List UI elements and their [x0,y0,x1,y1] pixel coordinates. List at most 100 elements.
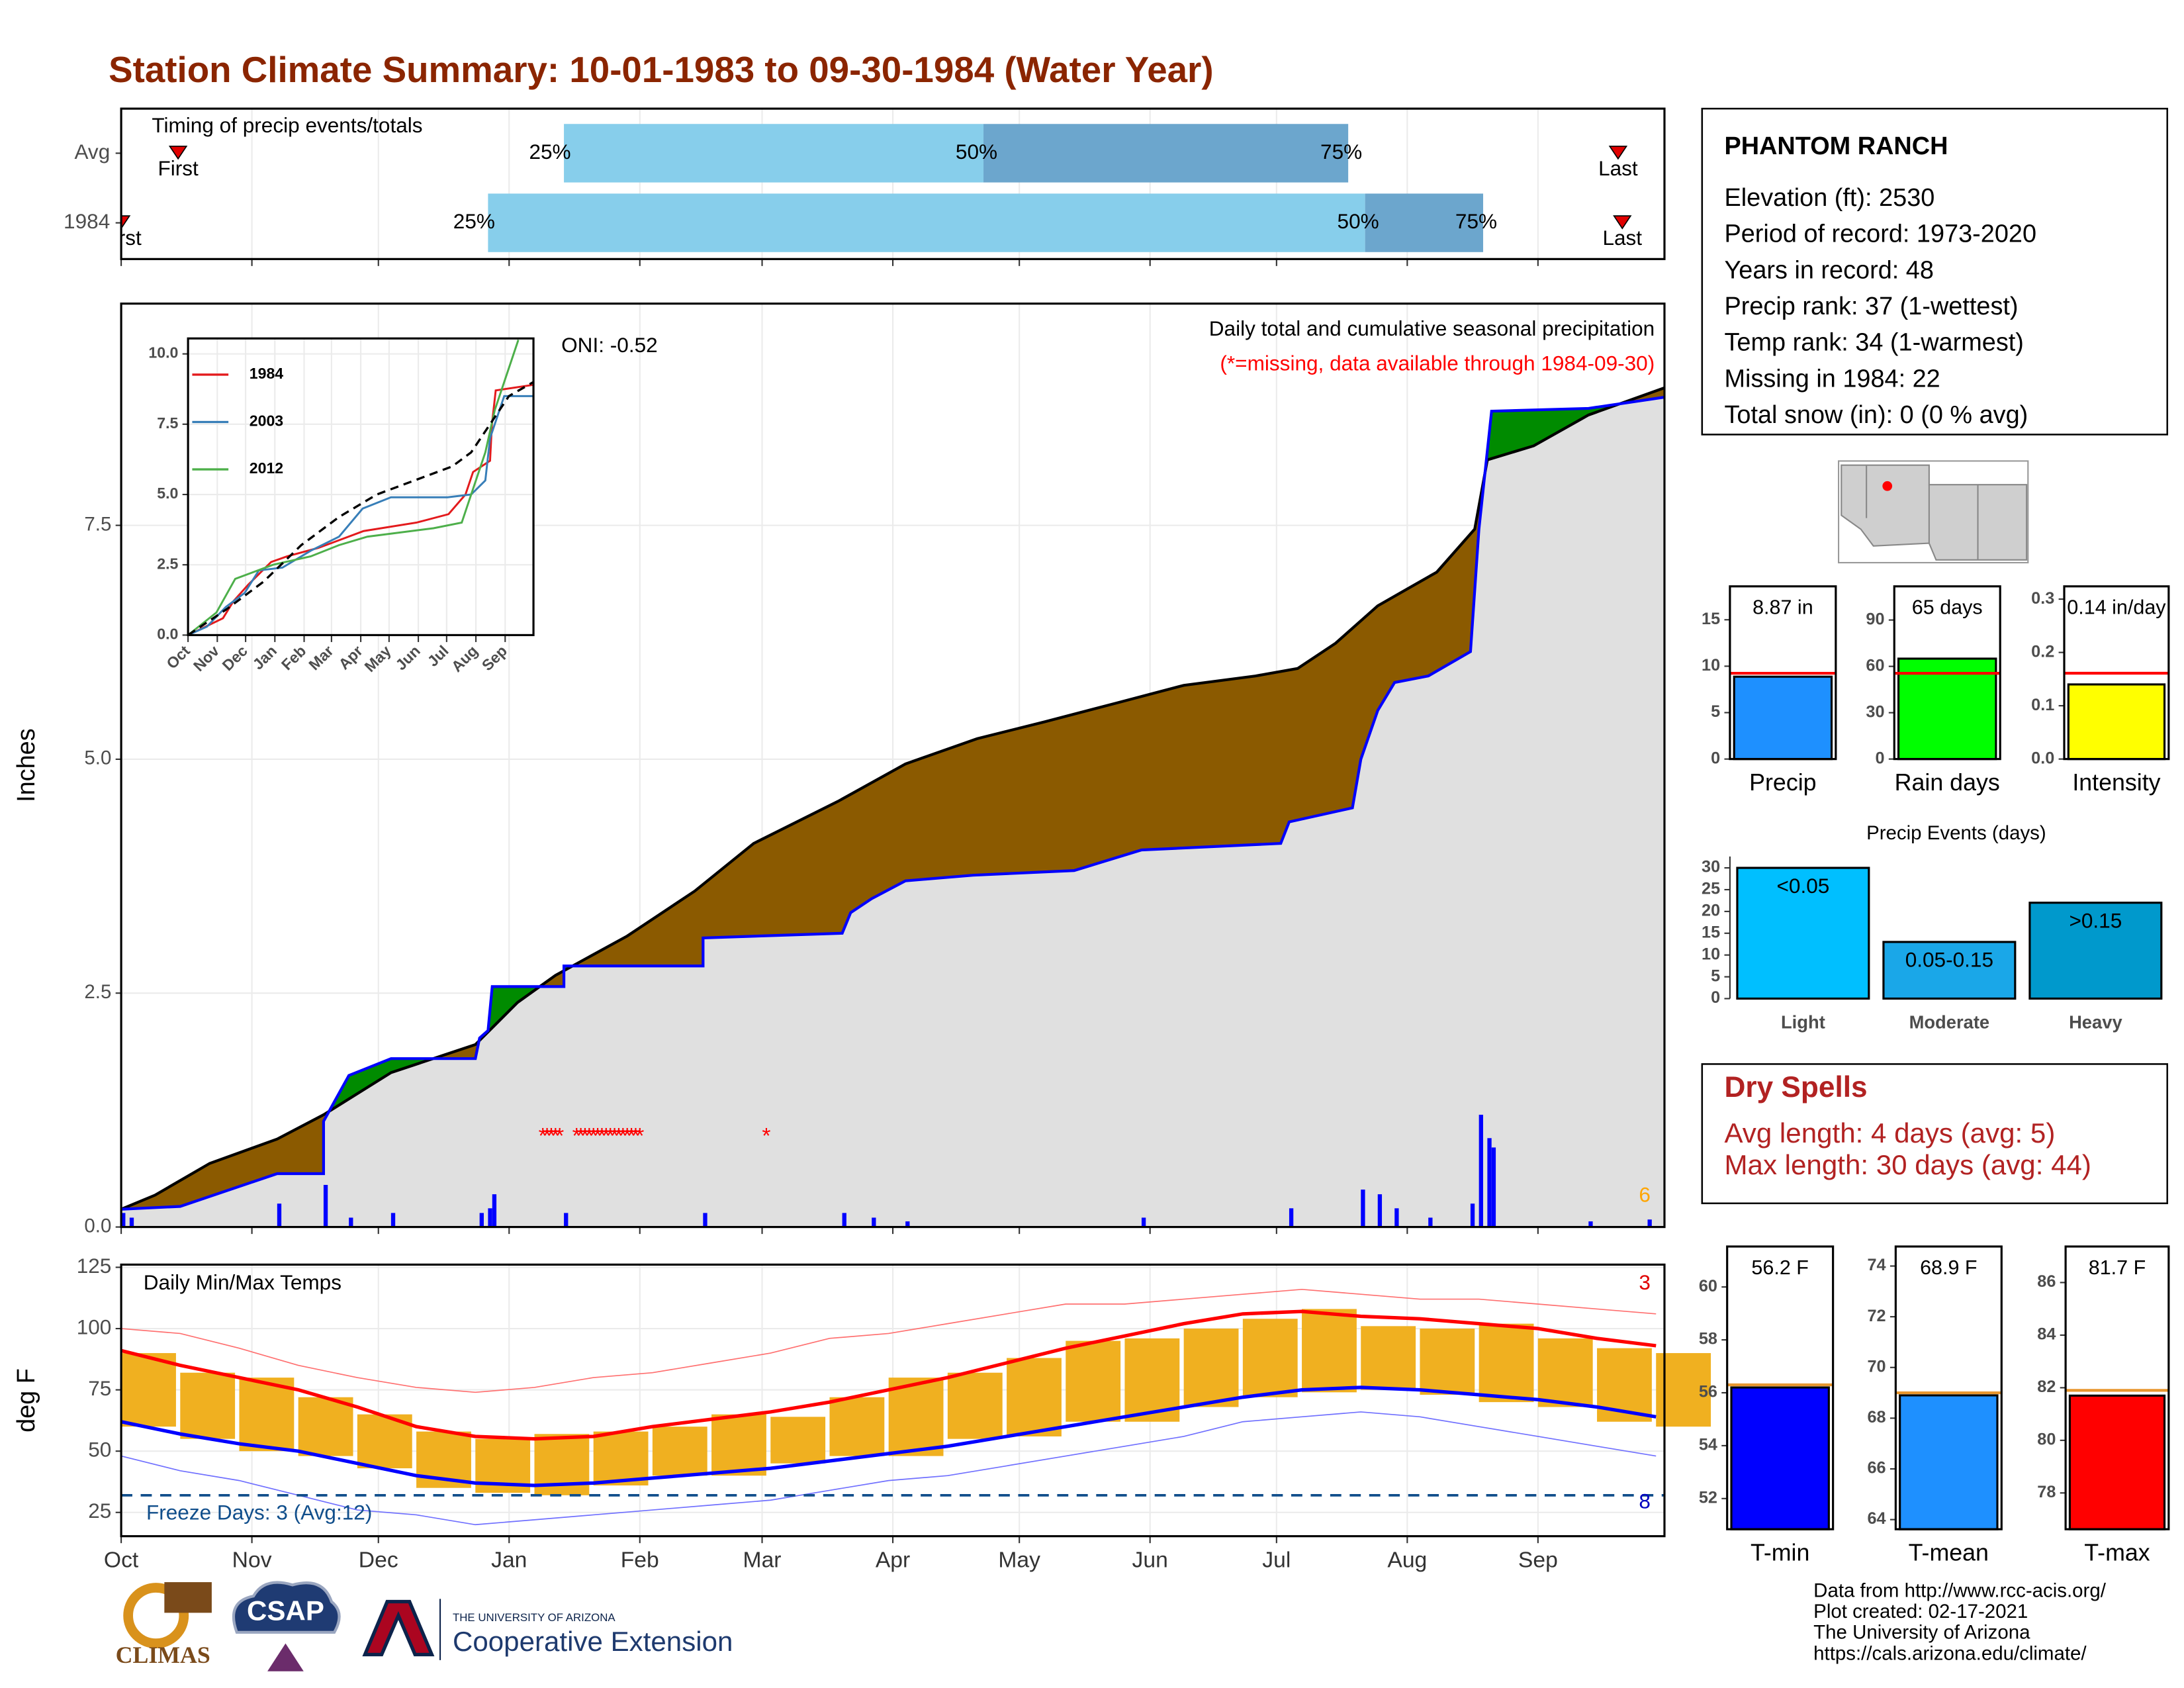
y-tick-label: 82 [2037,1378,2056,1396]
y-tick-label: 84 [2037,1325,2056,1344]
logo-shape [267,1643,304,1671]
logo-shape [232,1581,341,1634]
value-label: 56.2 F [1751,1256,1808,1279]
location-map [1838,460,2029,564]
daily-precip-bar [1289,1208,1294,1227]
panel-title: Daily total and cumulative seasonal prec… [1209,316,1655,340]
station-line: Precip rank: 37 (1-wettest) [1724,293,2018,320]
daily-precip-bar [1141,1217,1146,1227]
y-tick-label: 70 [1868,1357,1886,1376]
missing-marker: * [543,1124,551,1149]
series-line [187,383,534,636]
daily-precip-bar [1428,1217,1433,1227]
logo-shape [362,1599,435,1657]
y-tick-label: 0 [1711,988,1720,1007]
legend-label: 2012 [250,459,283,477]
temp-range-bar [1479,1323,1534,1403]
temp-range-bar [888,1378,944,1456]
station-lines: Elevation (ft): 2530 Period of record: 19… [1724,184,2036,429]
value-label: 8.87 in [1752,596,1813,618]
series-line [187,339,520,636]
quartile-label: 50% [956,140,997,164]
y-tick-label: 10 [1702,945,1720,963]
y-tick-label: 60 [1699,1277,1717,1295]
value-label: 65 days [1912,596,1983,618]
x-tick-label: Heavy [2069,1012,2122,1033]
daily-precip-bar [564,1213,569,1227]
temp-range-bar [298,1397,353,1456]
y-tick-label: 56 [1699,1383,1717,1401]
footer-line: Data from http://www.rcc-acis.org/ [1813,1580,2107,1602]
bar [1897,657,1997,761]
temp-range-bar [1302,1309,1357,1393]
quartile-bar [488,193,1365,252]
missing-marker: * [572,1124,581,1149]
dry-spells-line: Avg length: 4 days (avg: 5) [1724,1117,2055,1149]
y-tick-label: 1984 [64,209,110,233]
bar [1899,1394,1999,1530]
missing-marker: * [580,1124,589,1149]
missing-marker: * [619,1124,627,1149]
plot-frame [2064,1245,2170,1530]
x-tick-label: May [998,1548,1040,1572]
y-tick-label: 0.3 [2031,589,2054,608]
daily-precip-bar [1491,1147,1496,1227]
temp-range-bar [593,1431,649,1486]
temp-range-bar [1183,1329,1239,1407]
bar [1882,941,2017,1000]
y-tick-label: 66 [1868,1459,1886,1477]
y-tick-label: 15 [1702,610,1720,628]
logo-text: Cooperative Extension [453,1626,733,1657]
temp-line [121,1288,1657,1393]
y-tick-label: 5 [1711,966,1720,985]
x-tick-label: T-max [2084,1539,2150,1566]
y-tick-label: 0.0 [84,1215,111,1237]
temp-range-bar [711,1414,766,1476]
temp-line [120,1411,1657,1526]
temp-range-bar [180,1372,236,1439]
oni-label: ONI: -0.52 [561,333,658,357]
plot-frame [1893,585,2001,761]
station-line: Temp rank: 34 (1-warmest) [1724,329,2023,357]
quartile-label: 75% [1320,140,1362,164]
value-label: 0.14 in/day [2067,596,2166,618]
value-label: 68.9 F [1920,1256,1977,1279]
daily-precip-bar [323,1184,328,1227]
daily-precip-bar [1487,1138,1492,1227]
quartile-label: 50% [1338,209,1379,233]
y-tick-label: 0 [1875,749,1884,767]
footer-line: The University of Arizona [1813,1622,2030,1644]
y-tick-label: 0.2 [2031,642,2054,661]
bar [1733,675,1833,761]
x-tick-label: T-mean [1909,1539,1989,1566]
missing-marker: * [585,1124,594,1149]
missing-marker: * [593,1124,602,1149]
daily-precip-bar [1361,1190,1365,1227]
logo-text: CSAP [247,1595,324,1626]
y-tick-label: 0.0 [2031,749,2054,767]
temp-range-bar [947,1372,1003,1439]
quartile-bar [564,124,984,183]
y-tick-label: 100 [77,1315,112,1338]
x-tick-label: Apr [876,1548,910,1572]
missing-marker: * [606,1124,615,1149]
quartile-label: 75% [1455,209,1497,233]
y-tick-label: 15 [1702,923,1720,941]
daily-precip-bar [1588,1221,1593,1227]
y-tick-label: 25 [88,1499,111,1523]
event-label: First [158,156,199,180]
quartile-bar [1365,193,1484,252]
y-axis-title: Inches [13,728,40,802]
dry-spells-box [1701,1063,2169,1205]
legend-label: 2003 [250,412,284,430]
corner-label: 6 [1639,1183,1651,1207]
daily-precip-bar [1394,1208,1399,1227]
missing-marker: * [602,1124,610,1149]
event-label: Last [1598,156,1638,180]
bar [1736,867,1870,1000]
series-line [187,381,534,636]
y-tick-label: 5.0 [84,747,111,769]
y-tick-label: 10 [1702,656,1720,675]
